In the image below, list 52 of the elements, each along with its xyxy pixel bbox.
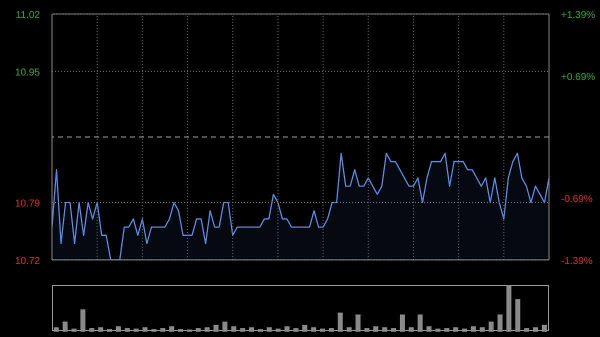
bar (346, 327, 352, 332)
bar (80, 309, 86, 332)
bar (204, 327, 210, 332)
bar (338, 312, 343, 332)
bar (62, 322, 68, 332)
bar (134, 328, 139, 332)
bar (400, 314, 405, 332)
bar (89, 328, 94, 332)
bar (453, 327, 458, 332)
bar (542, 324, 547, 332)
bar (222, 322, 228, 332)
y2-tick-label: +0.69% (561, 72, 596, 83)
bar (293, 328, 298, 332)
y-tick-label: 11.02 (16, 10, 40, 21)
y-tick-label: 10.79 (14, 198, 40, 210)
bar (320, 328, 326, 332)
bar (488, 322, 494, 332)
y2-tick-label: -1.39% (561, 256, 593, 267)
bar (266, 327, 272, 332)
bar (506, 285, 512, 332)
y-tick-label: 10.72 (14, 256, 40, 267)
bar (276, 328, 281, 332)
bar (240, 328, 246, 332)
bar (124, 328, 130, 332)
bar (408, 327, 414, 332)
bar (196, 328, 201, 332)
bar (54, 327, 59, 332)
bar (311, 327, 316, 332)
y2-tick-label: -0.69% (561, 194, 593, 205)
bar (444, 328, 450, 332)
bar (214, 324, 219, 332)
bar (462, 328, 468, 332)
bar (249, 327, 254, 332)
bar (72, 328, 77, 332)
bar (364, 328, 370, 332)
bar (382, 327, 388, 332)
bar (524, 328, 530, 332)
bar (498, 314, 503, 332)
bar (480, 327, 485, 332)
bar (533, 327, 538, 332)
y2-tick-label: +1.39% (561, 10, 596, 21)
bar (418, 314, 423, 332)
bar (391, 328, 396, 332)
bar (98, 327, 104, 332)
bar (356, 314, 361, 332)
y-tick-label: 10.95 (14, 67, 40, 78)
bar (328, 328, 334, 332)
bar (435, 328, 440, 332)
bar (142, 327, 148, 332)
bar (302, 324, 308, 332)
bar (160, 328, 166, 332)
bar (515, 299, 520, 332)
